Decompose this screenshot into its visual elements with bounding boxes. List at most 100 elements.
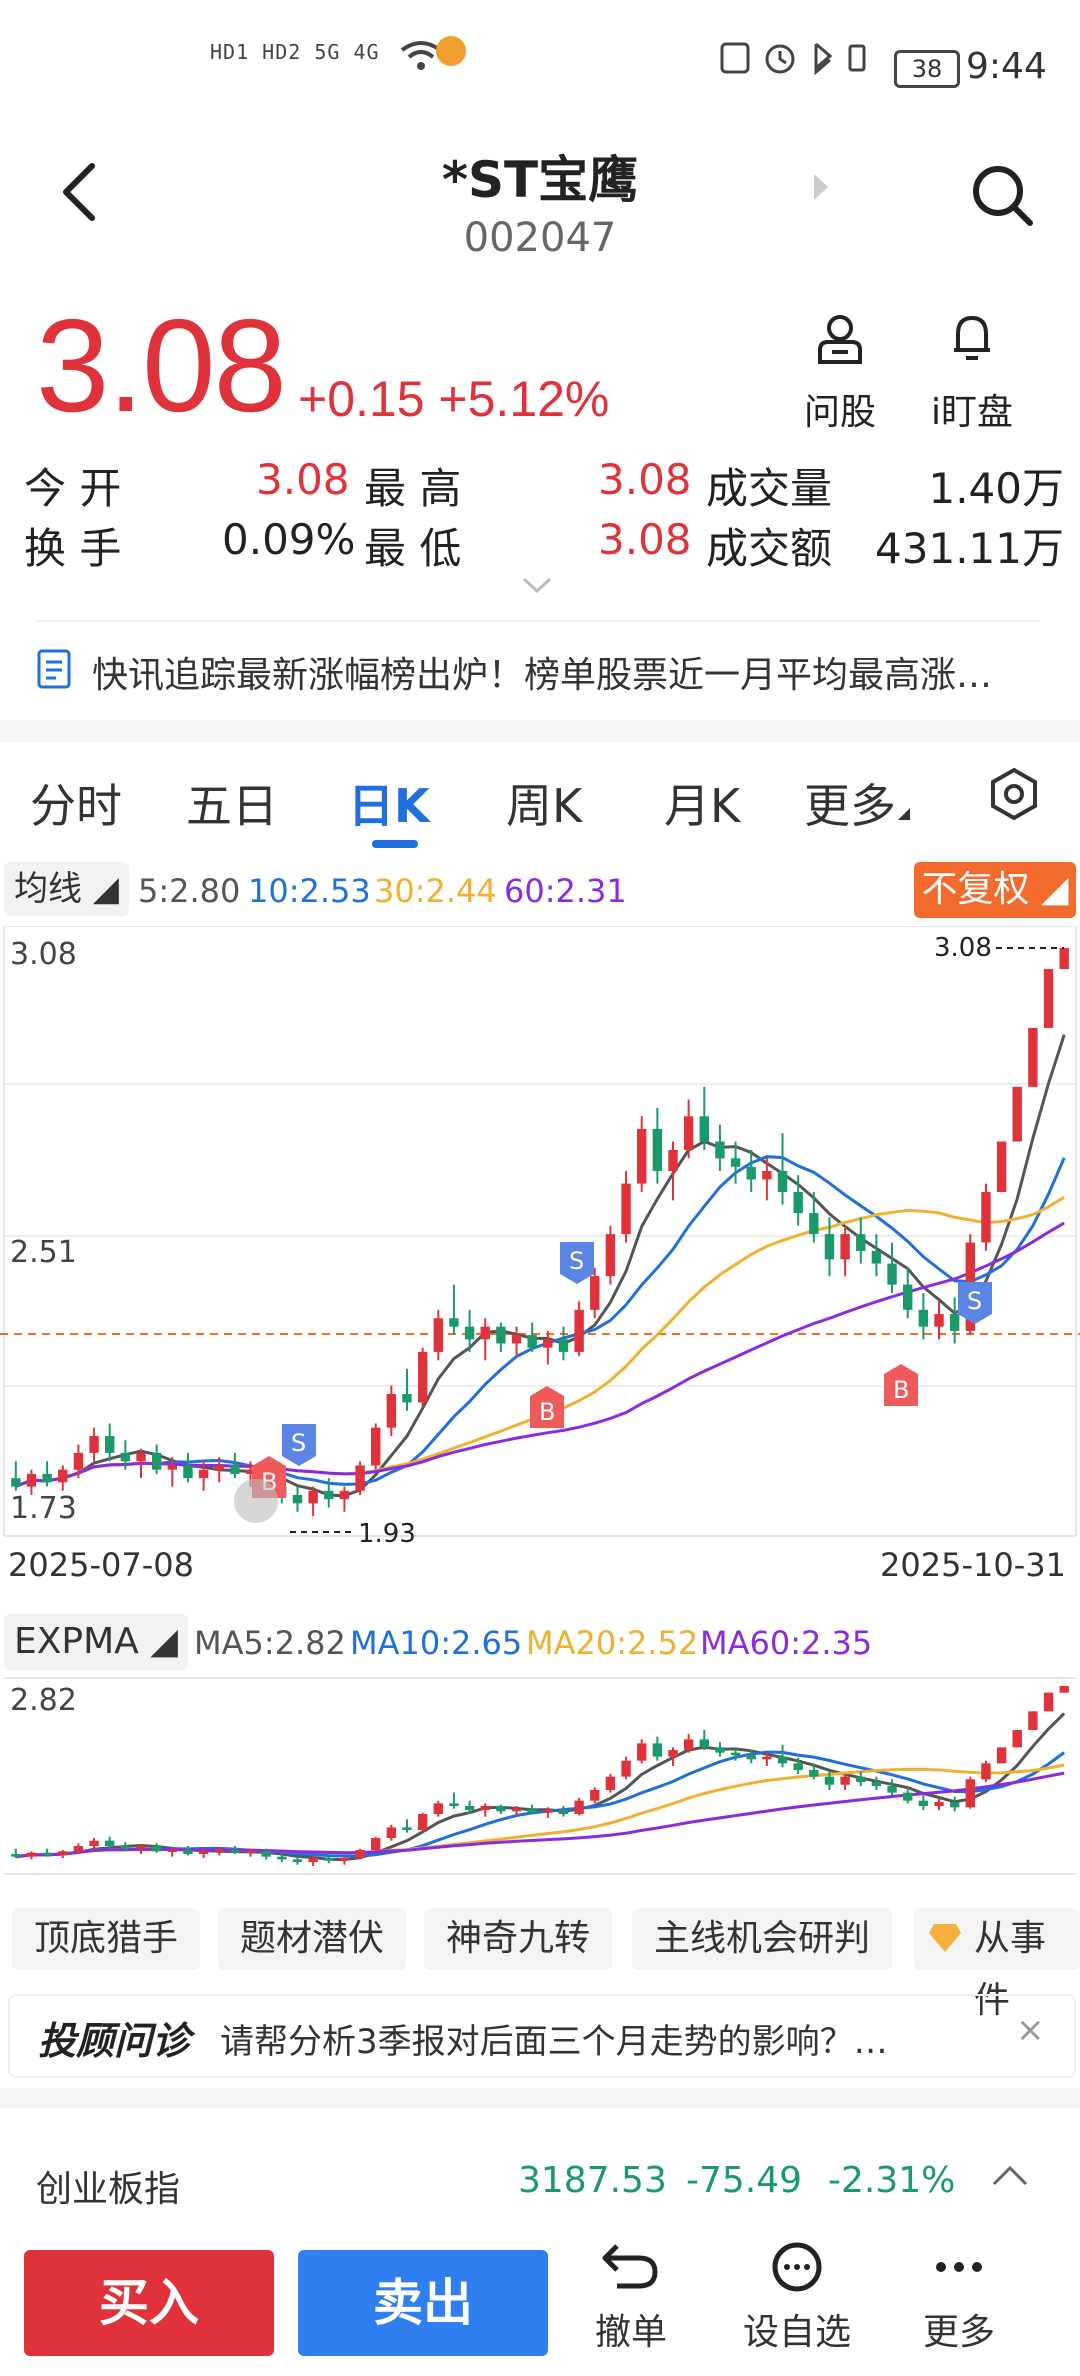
kline-candle <box>871 1234 882 1277</box>
tab-weekly-k[interactable]: 周K <box>506 779 583 833</box>
search-icon[interactable] <box>970 163 1036 233</box>
settings-icon[interactable] <box>986 766 1042 826</box>
volume-label: 成交量 <box>706 464 833 513</box>
kline-candle <box>996 1141 1007 1193</box>
tab-intraday[interactable]: 分时 <box>30 779 122 833</box>
chevron-up-icon[interactable] <box>990 2162 1030 2188</box>
kline-candle <box>543 1330 553 1365</box>
index-change-pct: -2.31% <box>828 2160 956 2201</box>
expma-candle <box>746 1750 756 1764</box>
kline-candle <box>292 1486 303 1512</box>
expma-candle <box>558 1806 569 1817</box>
ask-stock-button[interactable]: 问股 <box>780 310 900 435</box>
adjust-mode-button[interactable]: 不复权 ◢ <box>914 862 1076 918</box>
chip-top-bottom[interactable]: 顶底猎手 <box>12 1908 201 1970</box>
expma-selector[interactable]: EXPMA ◢ <box>4 1614 188 1670</box>
kline-candle <box>840 1225 850 1277</box>
svg-text:B: B <box>893 1376 909 1404</box>
open-label: 今 开 <box>24 464 122 513</box>
expma-candle <box>136 1844 146 1854</box>
chip-event[interactable]: 从事件 <box>914 1908 1080 2021</box>
kline-candle <box>433 1309 443 1361</box>
cancel-order-button[interactable]: 撤单 <box>566 2240 696 2355</box>
expma-candle <box>167 1847 177 1857</box>
svg-text:S: S <box>569 1247 584 1275</box>
expma-candle <box>511 1806 522 1816</box>
kline-candle <box>417 1347 428 1407</box>
index-value: 3187.53 <box>518 2160 667 2201</box>
expma-candle <box>840 1774 850 1790</box>
expma-chart[interactable]: 2.82 <box>0 1676 1080 1876</box>
price-change: +0.15 +5.12% <box>298 371 610 427</box>
expma-candle <box>1043 1692 1054 1712</box>
expma-candle <box>762 1752 772 1766</box>
section-gap <box>0 2088 1080 2108</box>
expma-candle <box>26 1851 37 1860</box>
kline-candle <box>981 1183 991 1251</box>
next-stock-icon[interactable] <box>812 172 832 206</box>
chip-main-line[interactable]: 主线机会研判 <box>632 1908 893 1970</box>
kline-candle <box>11 1461 21 1491</box>
expma-candle <box>871 1776 882 1790</box>
kline-candle <box>856 1217 866 1264</box>
expma-candle <box>198 1848 209 1858</box>
expma-candle <box>58 1850 68 1858</box>
back-button[interactable] <box>54 160 114 230</box>
buy-button[interactable]: 买入 <box>24 2250 274 2356</box>
tab-five-day[interactable]: 五日 <box>186 779 278 833</box>
current-price: 3.08 <box>36 292 287 439</box>
kline-candle <box>58 1465 68 1491</box>
expma-ma5-line <box>15 1712 1066 1862</box>
sell-button[interactable]: 卖出 <box>298 2250 548 2356</box>
kline-candle <box>1028 1027 1038 1087</box>
y-axis-low-label: 1.73 <box>10 1491 77 1526</box>
index-bar[interactable]: 创业板指 3187.53 -75.49 -2.31% <box>0 2160 1080 2230</box>
expma-candle <box>230 1846 240 1854</box>
diamond-icon <box>929 1924 961 1952</box>
expma-candle <box>89 1838 99 1849</box>
expma-candle <box>120 1842 131 1852</box>
kline-candle <box>120 1440 131 1470</box>
index-name: 创业板指 <box>36 2169 181 2210</box>
indicator-selector[interactable]: 均线 ◢ <box>4 862 129 916</box>
index-change: -75.49 <box>686 2160 803 2201</box>
add-watchlist-button[interactable]: 设自选 <box>732 2240 862 2355</box>
watch-alert-button[interactable]: i盯盘 <box>912 310 1032 435</box>
bell-icon <box>954 315 990 360</box>
expand-chevron-icon[interactable] <box>520 575 554 599</box>
ma5-legend: 5:2.80 <box>138 872 241 910</box>
chip-theme[interactable]: 题材潜伏 <box>218 1908 407 1970</box>
y-axis-mid-label: 2.51 <box>10 1235 77 1270</box>
kline-candle <box>918 1293 929 1340</box>
close-icon[interactable]: × <box>1016 2010 1045 2050</box>
kline-candle <box>355 1461 365 1495</box>
divider <box>36 620 1040 622</box>
tab-monthly-k[interactable]: 月K <box>664 779 741 833</box>
expma-candle <box>809 1763 819 1780</box>
stock-code: 002047 <box>463 215 617 261</box>
expma-candle <box>965 1776 975 1809</box>
system-icons <box>720 38 900 82</box>
kline-candle <box>480 1318 490 1361</box>
more-button[interactable]: 更多 <box>894 2240 1024 2355</box>
expma-candle <box>355 1848 365 1860</box>
expma-candle <box>949 1796 960 1812</box>
expma-candle <box>934 1798 944 1810</box>
expma-candle <box>42 1848 52 1857</box>
ma30-legend: 30:2.44 <box>374 872 497 910</box>
tab-more[interactable]: 更多 <box>804 770 912 836</box>
advisor-banner[interactable]: 投顾问诊 请帮分析3季报对后面三个月走势的影响？… × <box>8 1994 1076 2078</box>
expma-candle <box>245 1848 256 1857</box>
candlestick-chart[interactable]: 3.08 2.51 1.73 3.08 1.93 S S S B B B <box>0 926 1080 1546</box>
expma-candle <box>668 1747 678 1766</box>
expma-candle <box>183 1846 193 1856</box>
amount-value: 431.11万 <box>875 524 1064 573</box>
news-ticker[interactable]: 快讯追踪最新涨幅榜出炉！榜单股票近一月平均最高涨… <box>36 640 1046 700</box>
expma-candle <box>339 1856 350 1865</box>
tab-daily-k[interactable]: 日K <box>348 779 430 833</box>
chip-nine-turns[interactable]: 神奇九转 <box>424 1908 613 1970</box>
wifi-icon <box>400 40 442 76</box>
max-price-marker: 3.08 <box>934 933 992 963</box>
expma-ma60: MA60:2.35 <box>700 1624 873 1662</box>
expma-candle <box>981 1760 991 1782</box>
